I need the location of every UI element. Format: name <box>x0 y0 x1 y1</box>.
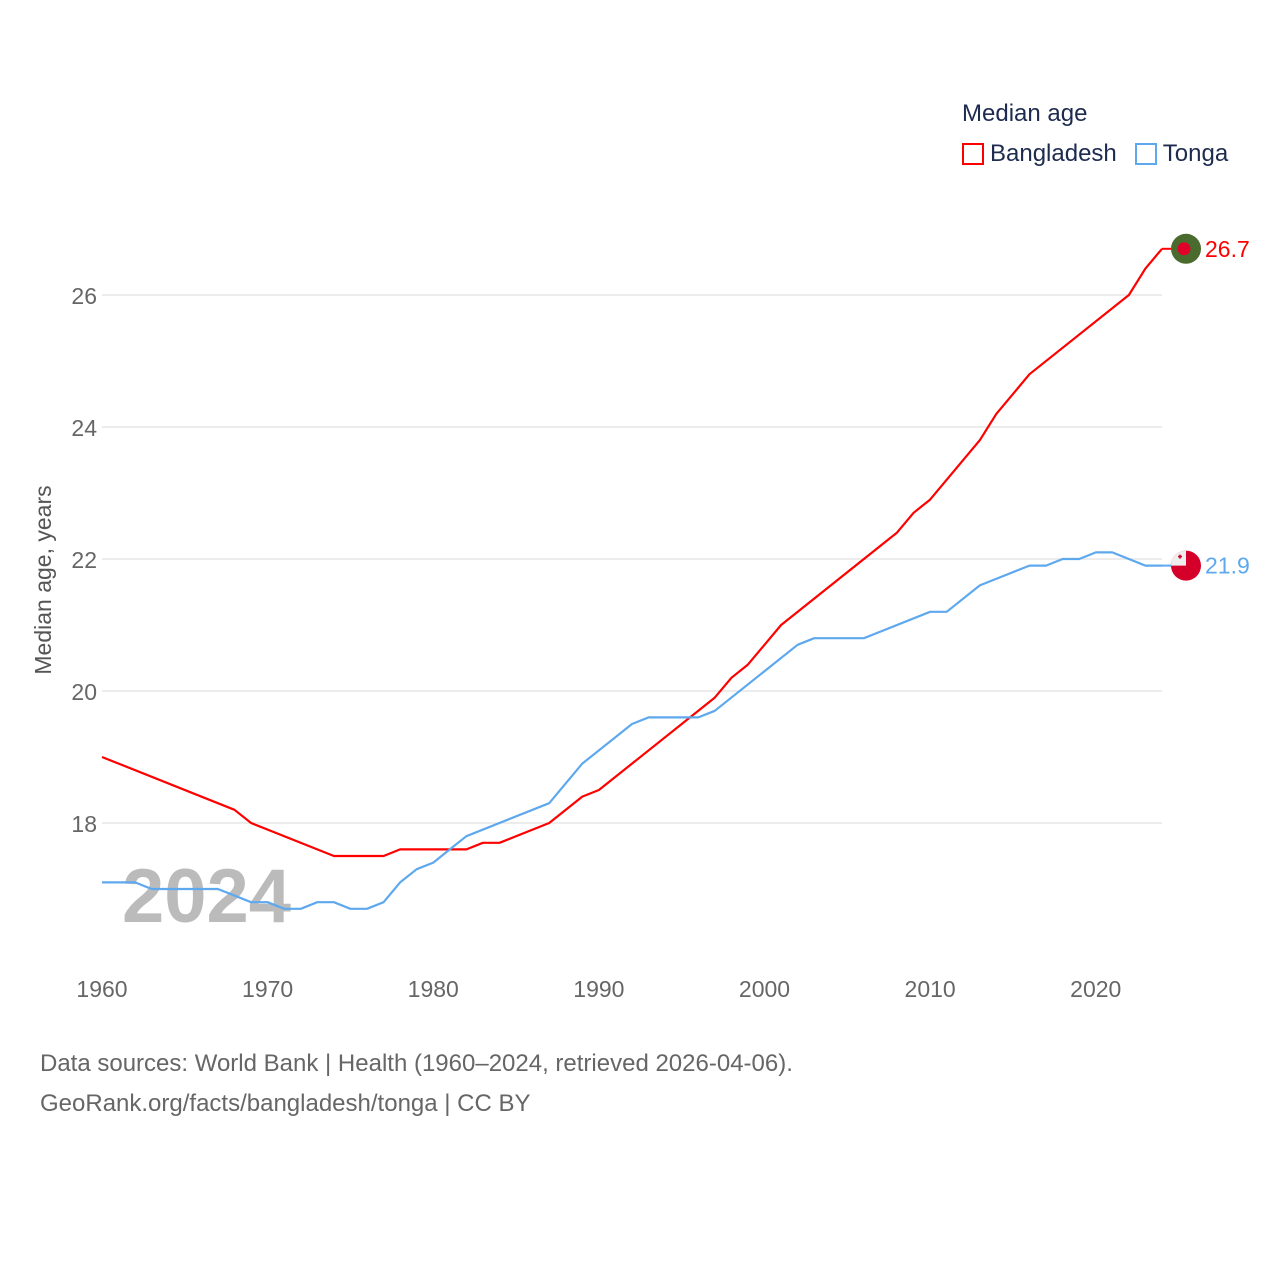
x-tick-label: 1960 <box>76 976 127 1002</box>
y-tick-label: 22 <box>71 547 97 573</box>
x-tick-label: 1990 <box>573 976 624 1002</box>
y-tick-label: 26 <box>71 283 97 309</box>
y-tick-label: 18 <box>71 811 97 837</box>
legend-title: Median age <box>962 100 1088 127</box>
series-line-tonga <box>102 551 1162 910</box>
source-note: Data sources: World Bank | Health (1960–… <box>40 1044 793 1124</box>
legend-item-tonga[interactable]: Tonga <box>1134 140 1229 168</box>
end-value-label: 26.7 <box>1205 236 1250 262</box>
tonga-flag-icon <box>1171 550 1201 581</box>
source-line: Data sources: World Bank | Health (1960–… <box>40 1050 793 1077</box>
series-line-bangladesh <box>101 248 1163 858</box>
x-tick-label: 1980 <box>408 976 459 1002</box>
x-tick-label: 2010 <box>905 976 956 1002</box>
legend-item-bangladesh[interactable]: Bangladesh <box>962 140 1117 168</box>
x-tick-label: 2020 <box>1070 976 1121 1002</box>
legend-label: Tonga <box>1162 140 1229 167</box>
y-tick-label: 24 <box>71 415 97 441</box>
y-tick-label: 20 <box>71 679 97 705</box>
y-axis-label: Median age, years <box>30 485 56 674</box>
x-tick-label: 2000 <box>739 976 790 1002</box>
end-value-label: 21.9 <box>1205 553 1250 579</box>
legend: Median age Bangladesh Tonga <box>962 100 1228 168</box>
x-tick-label: 1970 <box>242 976 293 1002</box>
year-watermark: 2024 <box>122 854 291 939</box>
legend-swatch-tonga <box>1134 143 1157 165</box>
legend-label: Bangladesh <box>990 140 1117 167</box>
bangladesh-flag-icon <box>1171 233 1201 264</box>
legend-swatch-bangladesh <box>962 143 984 165</box>
source-link[interactable]: GeoRank.org/facts/bangladesh/tonga | CC … <box>40 1090 531 1117</box>
